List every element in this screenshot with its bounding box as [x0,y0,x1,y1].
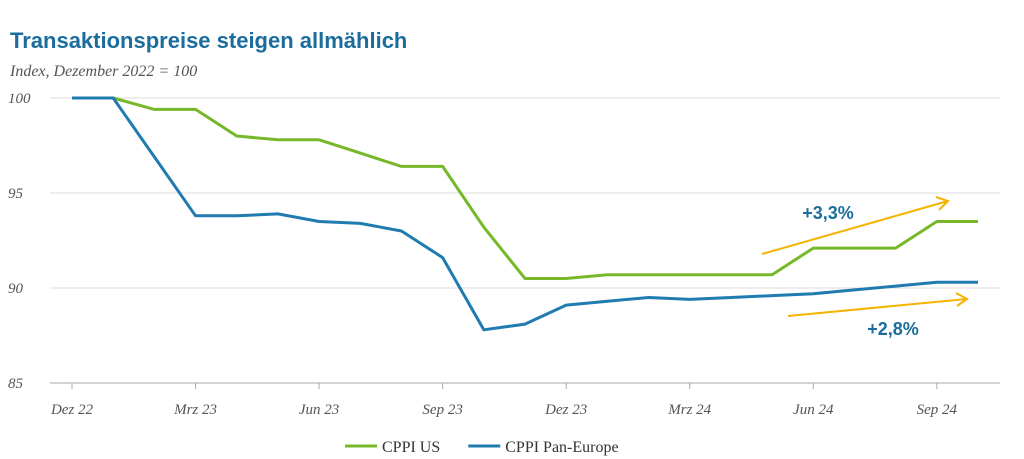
annotation: +3,3% [802,203,854,223]
annotation: +2,8% [867,319,919,339]
legend-label: CPPI Pan-Europe [505,439,618,456]
x-tick-label: Jun 23 [299,402,339,418]
y-tick-label: 100 [8,91,31,107]
line [72,96,978,280]
x-tick-label: Mrz 23 [173,402,217,418]
x-tick-label: Dez 22 [50,402,94,418]
line [72,96,978,332]
y-tick-label: 95 [8,186,24,202]
x-tick-label: Mrz 24 [667,402,711,418]
x-tick-label: Sep 23 [422,402,462,418]
y-tick-label: 85 [8,376,24,392]
arrow-head [955,292,969,307]
chart-subtitle: Index, Dezember 2022 = 100 [9,63,197,80]
arrow [787,298,968,317]
arrow-head [935,196,950,211]
legend-label: CPPI US [382,439,440,456]
x-tick-label: Jun 24 [793,402,834,418]
x-tick-label: Sep 24 [917,402,958,418]
arrow [761,200,949,255]
x-tick-label: Dez 23 [544,402,587,418]
chart-title: Transaktionspreise steigen allmählich [10,28,407,53]
y-tick-label: 90 [8,281,24,297]
